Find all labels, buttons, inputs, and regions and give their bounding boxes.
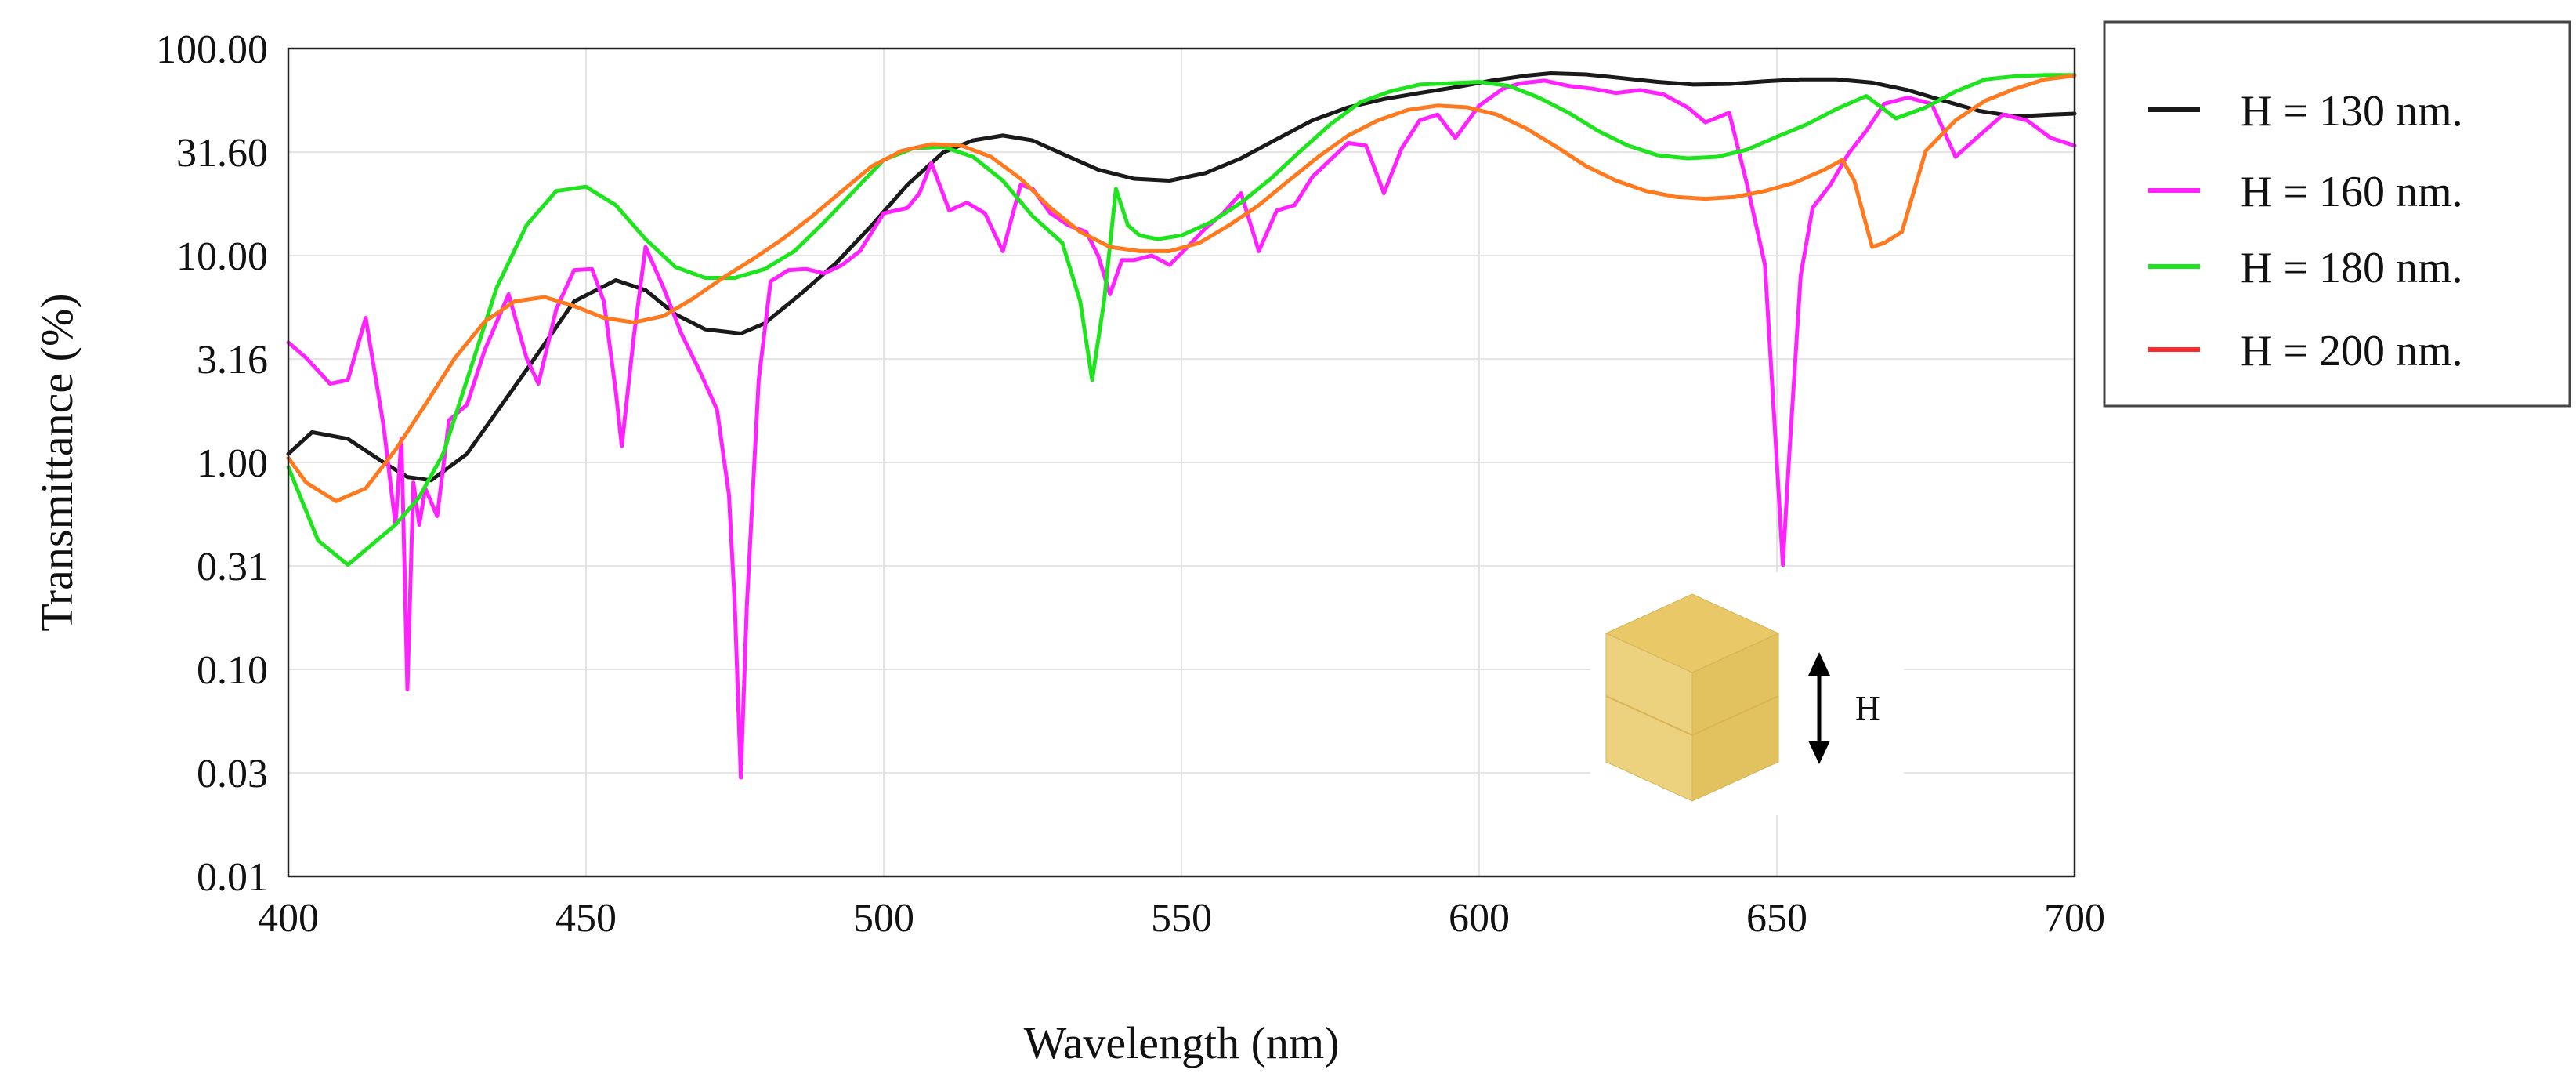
plot-frame: [287, 47, 2076, 878]
x-tick-label: 400: [258, 896, 319, 941]
y-tick-labels: 0.01 0.03 0.10 0.31 1.00 3.16 10.00 31.60 100.00: [156, 27, 268, 900]
legend-label-h200: H = 200 nm.: [2241, 327, 2463, 375]
series-line-h180: [286, 73, 2077, 567]
block-right-seam: [1691, 695, 1779, 736]
legend-label-h130: H = 130 nm.: [2241, 87, 2463, 136]
x-tick-labels: 400 450 500 550 600 650 700: [258, 896, 2105, 941]
x-axis-title: Wavelength (nm): [1024, 1017, 1340, 1068]
series-line-h130: [286, 71, 2077, 483]
x-tick-label: 650: [1746, 896, 1807, 941]
x-tick-label: 550: [1151, 896, 1212, 941]
x-tick-label: 450: [555, 896, 617, 941]
legend-label-h180: H = 180 nm.: [2241, 244, 2463, 292]
nanoblock-inset-diagram: H: [1590, 572, 1904, 815]
height-arrow-up-icon: [1808, 652, 1830, 676]
x-tick-label: 600: [1449, 896, 1510, 941]
x-tick-label: 500: [853, 896, 914, 941]
series-layer: [286, 71, 2077, 780]
y-tick-label: 1.00: [197, 441, 268, 486]
block-right-face: [1691, 633, 1779, 802]
y-tick-label: 31.60: [176, 131, 268, 176]
height-label: H: [1855, 689, 1880, 727]
legend-box: [2103, 20, 2571, 408]
y-tick-label: 100.00: [156, 27, 268, 72]
legend-label-h160: H = 160 nm.: [2241, 168, 2463, 216]
height-arrow-down-icon: [1808, 741, 1830, 764]
y-axis-title: Transmittance (%): [31, 293, 82, 631]
x-tick-label: 700: [2044, 896, 2105, 941]
y-tick-label: 0.31: [197, 545, 268, 589]
legend: H = 130 nm. H = 160 nm. H = 180 nm. H = 200…: [2103, 20, 2571, 408]
y-tick-label: 0.03: [197, 752, 268, 796]
series-line-h200: [286, 74, 2077, 503]
block-left-seam: [1605, 695, 1693, 736]
y-tick-label: 3.16: [197, 338, 268, 382]
y-tick-label: 0.01: [197, 855, 268, 900]
y-tick-label: 0.10: [197, 648, 268, 693]
y-tick-label: 10.00: [176, 234, 268, 279]
